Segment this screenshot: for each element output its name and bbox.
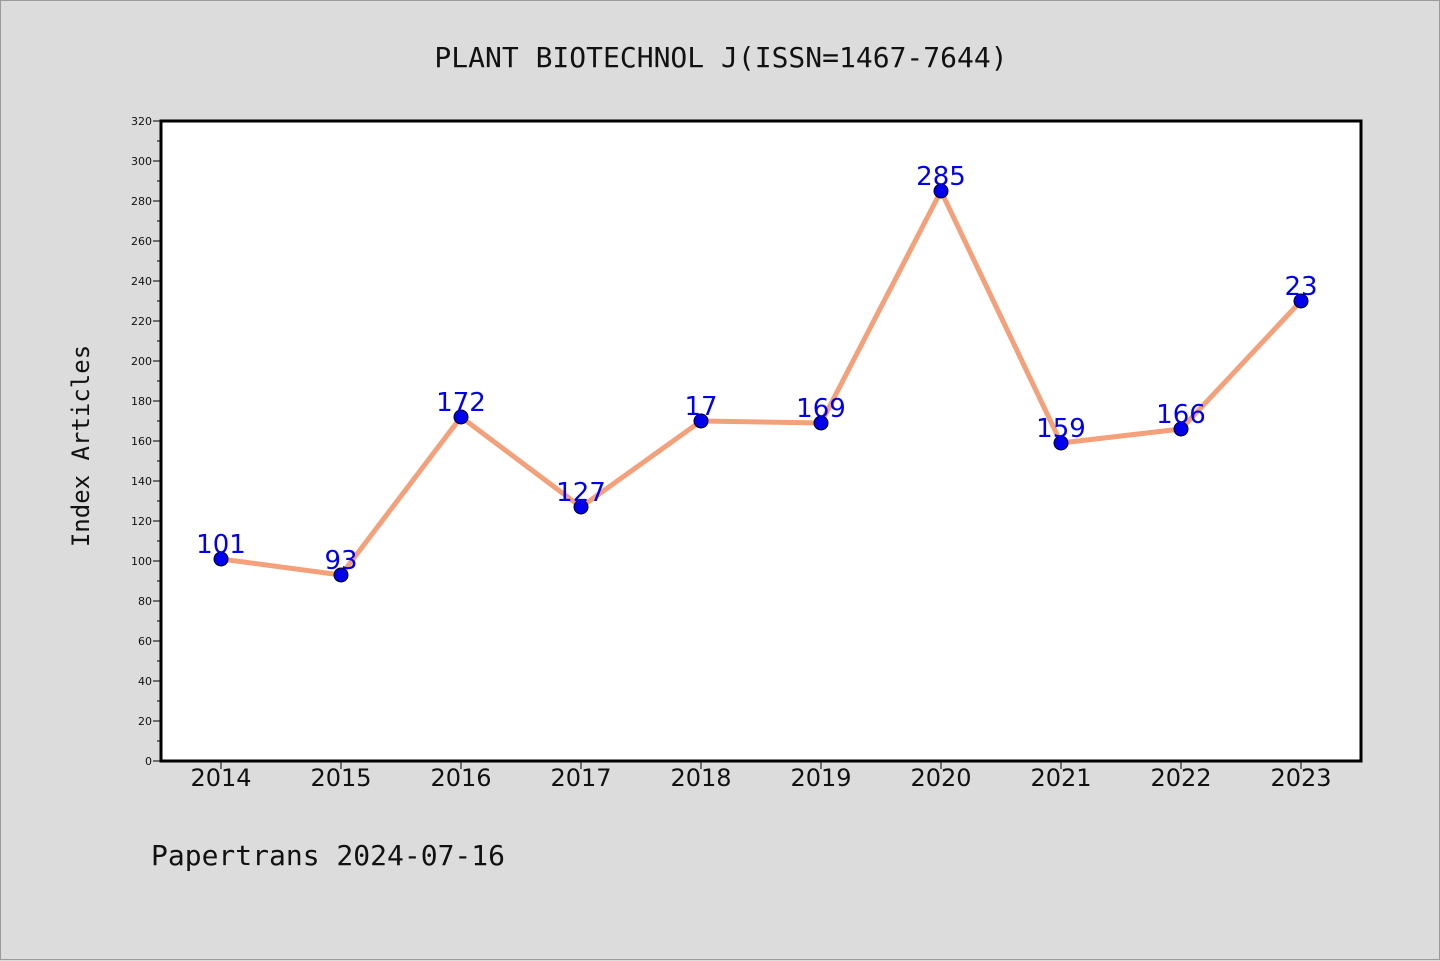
x-tick-label: 2021	[1030, 764, 1091, 792]
plot-border	[159, 119, 1363, 763]
y-tick-label: 100	[131, 555, 152, 568]
y-tick-label: 220	[131, 315, 152, 328]
series: 101 93 172 127 17 169 285 159 166 23	[196, 162, 1318, 583]
y-tick-label: 0	[145, 755, 152, 768]
data-label: 169	[796, 394, 846, 424]
x-tick-label: 2015	[310, 764, 371, 792]
y-axis: 0 20 40 60 80 100 120 140 160 180 200 220 240 260 280 3…	[131, 115, 161, 768]
data-point	[573, 499, 589, 515]
data-point	[693, 413, 709, 429]
x-tick-label: 2022	[1150, 764, 1211, 792]
data-label: 101	[196, 530, 246, 560]
data-label: 159	[1036, 414, 1086, 444]
y-tick-label: 260	[131, 235, 152, 248]
y-tick-label: 140	[131, 475, 152, 488]
data-point	[213, 551, 229, 567]
data-label: 172	[436, 388, 486, 418]
x-tick-label: 2023	[1270, 764, 1331, 792]
data-point	[1053, 435, 1069, 451]
y-tick-label: 40	[138, 675, 152, 688]
y-tick-label: 60	[138, 635, 152, 648]
data-point	[1173, 421, 1189, 437]
data-point	[933, 183, 949, 199]
x-tick-label: 2017	[550, 764, 611, 792]
footer-note: Papertrans 2024-07-16	[151, 839, 505, 872]
y-tick-label: 20	[138, 715, 152, 728]
data-point	[1293, 293, 1309, 309]
data-point	[333, 567, 349, 583]
plot-area	[161, 121, 1361, 761]
x-axis: 2014 2015 2016 2017 2018 2019 2020 2021 2022 2023	[190, 761, 1332, 792]
y-tick-label: 160	[131, 435, 152, 448]
data-label: 166	[1156, 400, 1206, 430]
x-tick-label: 2018	[670, 764, 731, 792]
data-point	[453, 409, 469, 425]
chart-title: PLANT BIOTECHNOL J(ISSN=1467-7644)	[434, 41, 1007, 74]
x-tick-label: 2016	[430, 764, 491, 792]
data-point	[813, 415, 829, 431]
x-tick-label: 2020	[910, 764, 971, 792]
y-tick-label: 180	[131, 395, 152, 408]
series-line	[220, 188, 1303, 578]
x-tick-label: 2014	[190, 764, 251, 792]
y-axis-label: Index Articles	[67, 345, 95, 547]
data-label: 17	[684, 392, 717, 422]
y-tick-label: 280	[131, 195, 152, 208]
data-label: 285	[916, 162, 966, 192]
y-tick-label: 120	[131, 515, 152, 528]
y-tick-label: 240	[131, 275, 152, 288]
x-tick-label: 2019	[790, 764, 851, 792]
data-label: 127	[556, 478, 606, 508]
y-tick-label: 80	[138, 595, 152, 608]
data-label: 23	[1284, 272, 1317, 302]
y-tick-label: 320	[131, 115, 152, 128]
data-label: 93	[324, 546, 357, 576]
y-tick-label: 300	[131, 155, 152, 168]
y-tick-label: 200	[131, 355, 152, 368]
